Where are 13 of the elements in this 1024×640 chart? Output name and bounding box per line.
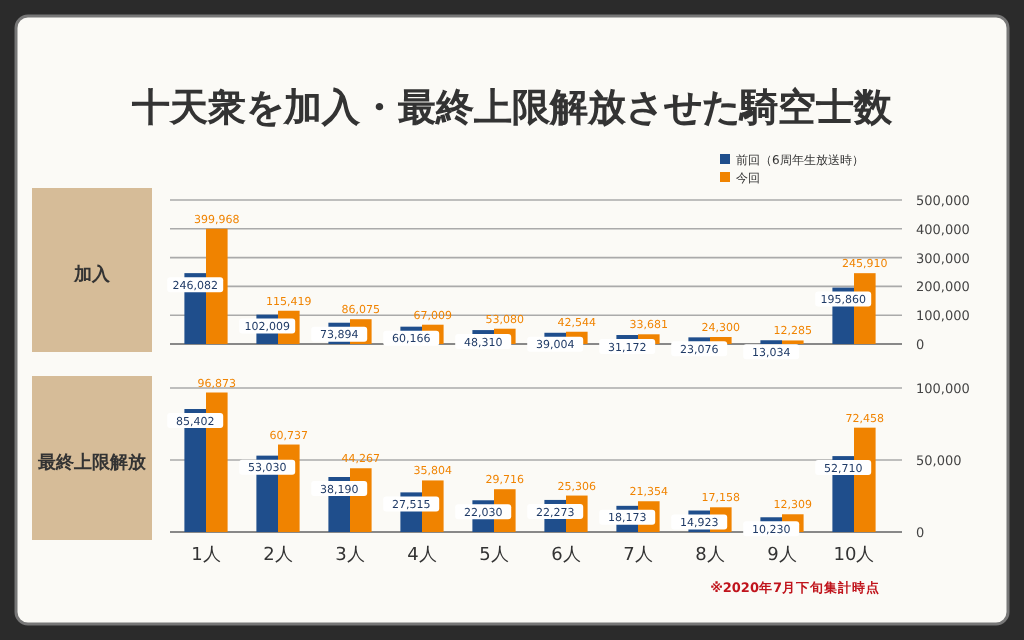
x-tick-label: 6人 [551,544,581,566]
x-tick-label: 1人 [191,544,221,566]
x-tick-label: 8人 [695,544,725,566]
x-tick-label: 4人 [407,544,437,566]
x-tick-label: 2人 [263,544,293,566]
x-tick-label: 7人 [623,544,653,566]
x-tick-label: 5人 [479,544,509,566]
x-tick-label: 10人 [833,544,875,566]
chart-title: 十天衆を加入・最終上限解放させた騎空士数 [130,86,894,130]
y-axis-title: 加入 [72,264,112,286]
x-tick-label: 9人 [767,544,797,566]
x-tick-label: 3人 [335,544,365,566]
y-axis-title: 最終上限解放 [36,452,148,474]
